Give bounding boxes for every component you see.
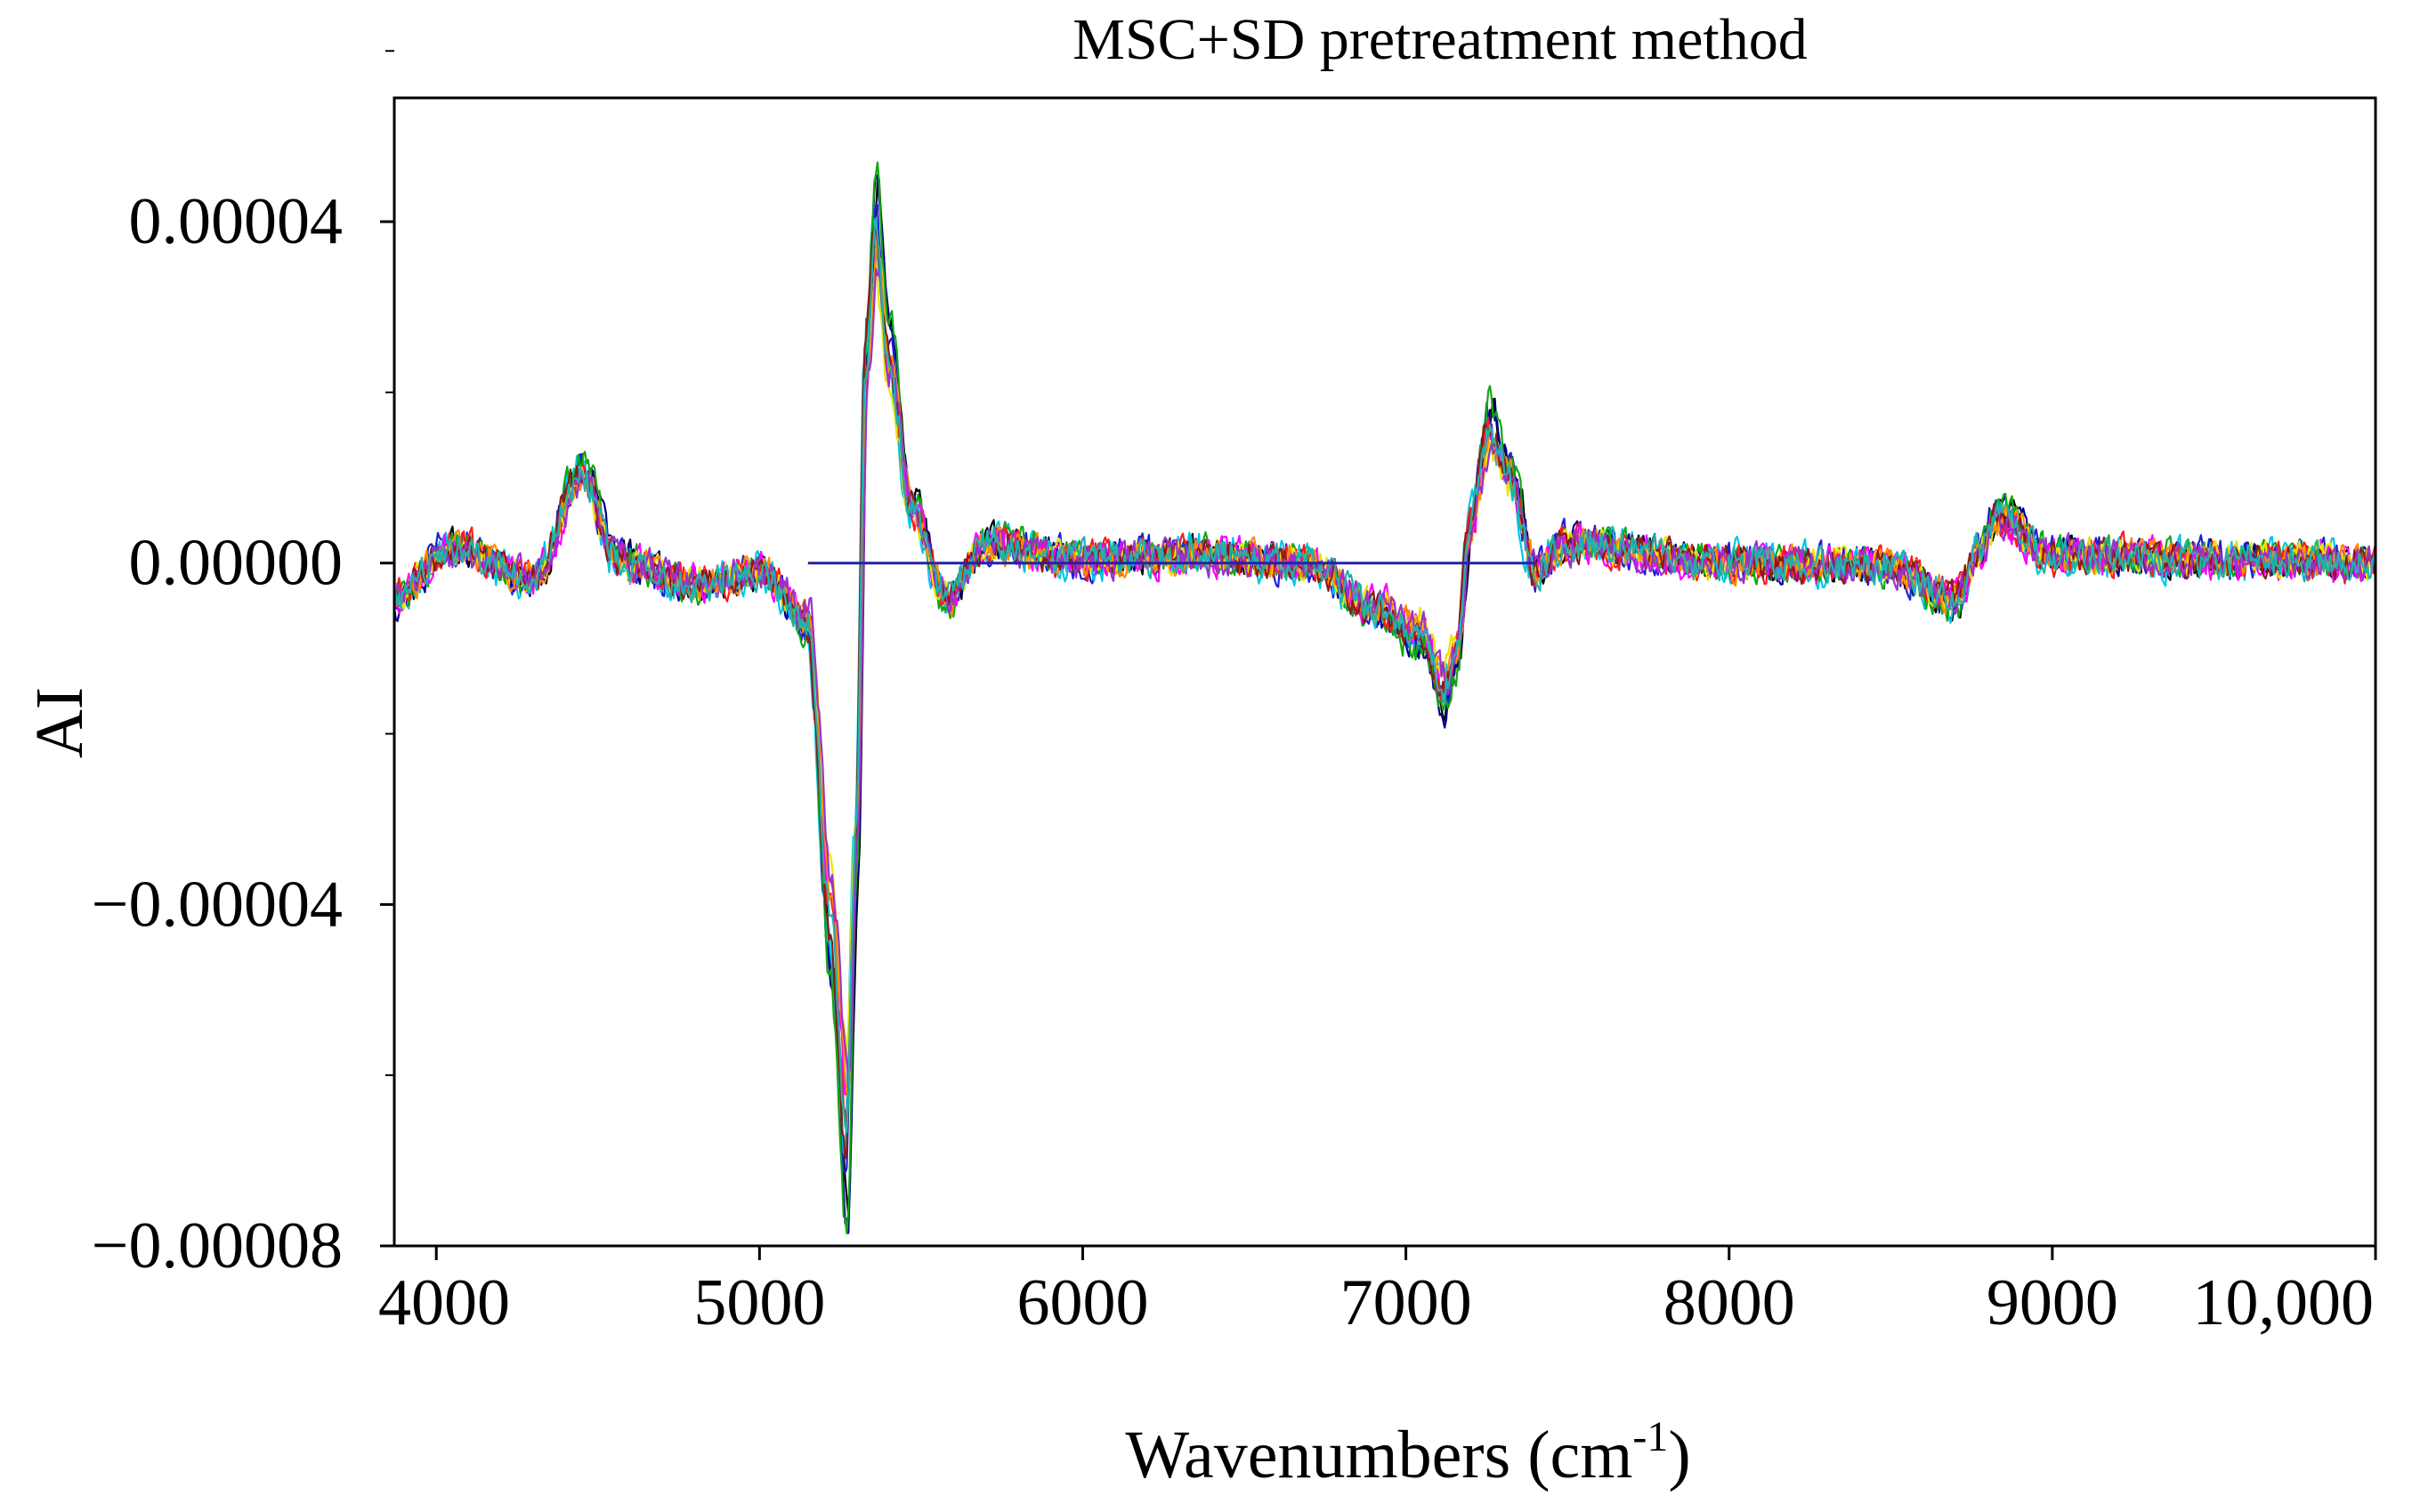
spectrum-line-s9 — [393, 236, 2377, 1100]
x-tick-label-0: 4000 — [378, 1266, 510, 1339]
y-axis-label: AI — [22, 687, 97, 758]
y-tick-label-3: −0.00008 — [92, 1209, 343, 1282]
series-layer — [393, 161, 2377, 1235]
x-axis-label-suffix: ) — [1668, 1418, 1690, 1492]
x-axis-label-main: Wavenumbers (cm — [1125, 1418, 1632, 1492]
spectrum-line-s3 — [393, 204, 2377, 1174]
spectrum-line-s5 — [393, 161, 2377, 1235]
plot-frame — [393, 96, 2377, 1248]
x-tick-label-4: 8000 — [1663, 1266, 1795, 1339]
x-tick-label-1: 5000 — [693, 1266, 825, 1339]
x-tick-label-5: 9000 — [1987, 1266, 2118, 1339]
x-tick-label-3: 7000 — [1340, 1266, 1472, 1339]
chart-title: MSC+SD pretreatment method — [1072, 7, 1807, 72]
spectrum-line-s11 — [393, 267, 2377, 1079]
x-tick-label-6: 10,000 — [2193, 1266, 2375, 1339]
spectrum-line-s12 — [393, 217, 2377, 1134]
y-tick-label-0: 0.00004 — [129, 185, 344, 258]
spectrum-line-s8 — [393, 262, 2377, 1058]
spectrum-line-s7 — [393, 239, 2377, 1096]
spectrum-line-s6 — [393, 229, 2377, 1132]
x-axis: 4000 5000 6000 7000 8000 9000 10,000 — [378, 1246, 2377, 1339]
spectrum-line-s10 — [393, 226, 2377, 1160]
spectrum-line-s2 — [393, 173, 2376, 1234]
x-axis-label-superscript: -1 — [1632, 1413, 1668, 1460]
spectrum-line-s4 — [393, 216, 2377, 1157]
x-axis-label: Wavenumbers (cm-1) — [1125, 1413, 1690, 1492]
y-axis: 0.00004 0.00000 −0.00004 −0.00008 — [92, 50, 394, 1282]
y-tick-label-1: 0.00000 — [129, 527, 344, 600]
x-tick-label-2: 6000 — [1016, 1266, 1148, 1339]
spectrum-line-s1 — [393, 178, 2376, 1217]
y-tick-label-2: −0.00004 — [92, 868, 343, 941]
